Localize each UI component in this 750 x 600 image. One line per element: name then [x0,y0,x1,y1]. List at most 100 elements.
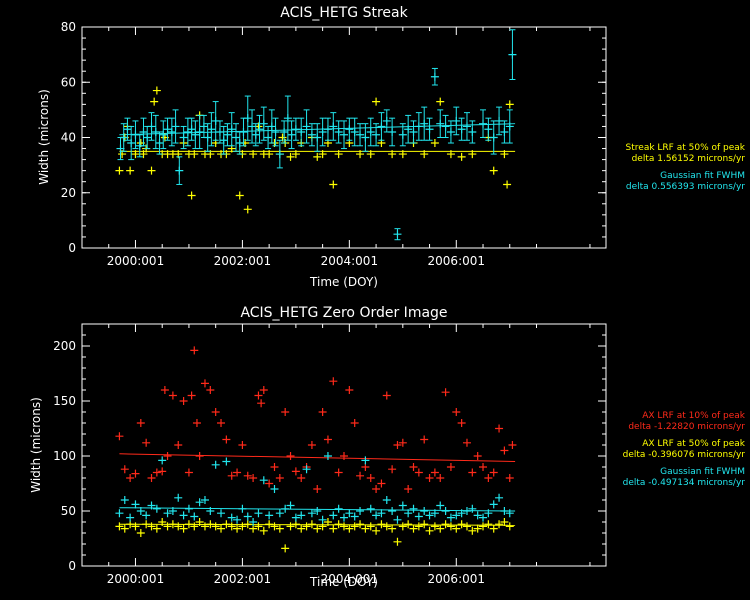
zero-order-point-yellow [131,522,140,531]
zero-order-point-yellow [275,524,284,533]
zero-order-point-red [345,386,354,394]
zero-order-point-yellow [446,522,455,531]
zero-order-point-red [307,441,316,449]
streak-point-cyan [505,122,514,131]
zero-order-point-red [238,441,247,449]
zero-order-point-red [441,388,450,397]
streak-ticks: 2000:001 2002:001 2004:001 2006:001 0 20 40 60 8… [61,20,606,268]
zero-order-point-cyan [345,509,354,518]
zero-order-point-cyan [446,513,455,522]
zero-order-panel: ACIS_HETG Zero Order Image Time (DOY) Wi… [29,305,746,589]
zero-order-point-cyan [414,512,423,521]
zero-order-point-red [436,474,445,482]
zero-order-point-red [174,441,183,449]
zero-order-point-yellow [345,524,354,533]
zero-order-point-red [297,474,306,482]
streak-point-cyan [446,127,455,136]
streak-point-yellow [187,191,196,200]
zero-order-point-red [420,435,429,444]
streak-point-yellow [243,205,252,214]
zero-order-point-red [120,465,129,474]
zero-order-point-cyan [147,501,156,510]
streak-point-cyan [356,130,365,139]
zero-order-point-cyan [313,507,322,515]
zero-order-point-yellow [297,524,306,533]
zero-order-point-cyan [265,511,274,520]
streak-point-cyan [372,130,381,139]
zero-order-point-red [147,474,156,482]
streak-point-cyan [484,125,493,134]
streak-point-yellow [150,97,159,106]
zero-order-point-red [425,474,434,482]
streak-point-yellow [457,152,466,161]
zero-order-point-yellow [356,520,365,529]
zero-order-point-yellow [163,522,172,531]
zero-order-point-cyan [222,457,231,466]
streak-point-yellow [489,166,498,175]
zero-order-point-cyan [286,501,295,510]
zero-order-point-yellow [430,522,439,531]
streak-point-cyan [147,122,156,131]
zero-order-point-yellow [195,518,204,526]
zero-order-point-cyan [243,512,252,521]
zero-order-title: ACIS_HETG Zero Order Image [240,305,447,321]
zero-order-point-red [190,346,199,355]
zero-order-legend-line: delta -0.396076 microns/yr [623,450,746,460]
streak-point-yellow [505,100,514,109]
streak-point-yellow [436,97,445,106]
zero-order-point-red [259,386,268,394]
zero-order-point-yellow [238,522,247,531]
zero-order-point-cyan [291,513,300,522]
zero-order-point-red [187,391,196,400]
zero-order-point-red [468,468,477,477]
zero-order-point-yellow [404,520,413,529]
streak-point-cyan [500,127,509,136]
zero-order-point-cyan [275,509,284,518]
zero-order-point-yellow [484,520,493,529]
zero-order-ytick-label: 0 [68,559,76,573]
zero-order-point-yellow [382,522,391,531]
zero-order-point-yellow [227,522,236,531]
zero-order-point-cyan [323,452,332,460]
zero-order-point-red [195,452,204,460]
zero-order-point-yellow [270,522,279,531]
zero-order-point-cyan [190,512,199,521]
zero-order-legend-line: Gaussian fit FWHM [660,467,745,477]
zero-order-point-red [340,452,348,460]
zero-order-point-cyan [211,460,220,469]
zero-order-point-yellow [200,522,209,531]
zero-order-point-red [158,467,167,476]
zero-order-point-cyan [372,511,381,520]
streak-point-cyan [259,119,268,128]
streak-point-yellow [468,150,477,159]
zero-order-point-red [115,432,124,441]
zero-order-point-cyan [329,511,338,520]
zero-order-xtick-label: 2004:001 [321,572,379,586]
streak-point-cyan [179,133,188,142]
zero-order-ticks: 2000:001 2002:001 2004:001 2006:001 0 50 100 15… [53,323,606,586]
zero-order-point-cyan [361,456,370,465]
zero-order-point-cyan [120,496,129,504]
zero-order-point-red [217,419,226,427]
streak-point-yellow [318,150,327,159]
streak-point-cyan [291,125,300,134]
streak-point-cyan [171,122,180,131]
zero-order-point-red [356,471,365,480]
zero-order-point-cyan [174,493,183,502]
zero-order-point-red [409,463,418,471]
zero-order-point-red [192,419,201,427]
streak-point-cyan [143,133,152,142]
streak-point-cyan [430,72,439,81]
zero-order-point-cyan [297,511,306,520]
zero-order-ytick-label: 200 [53,339,76,353]
zero-order-ytick-label: 150 [53,394,76,408]
streak-point-yellow [235,191,244,200]
zero-order-point-cyan [152,504,161,513]
zero-order-point-cyan [281,504,290,513]
zero-order-point-cyan [462,507,471,515]
zero-order-point-red [254,391,263,400]
zero-order-point-red [404,485,413,493]
zero-order-point-yellow [254,522,263,531]
streak-point-cyan [116,144,125,153]
streak-point-yellow [420,150,429,159]
